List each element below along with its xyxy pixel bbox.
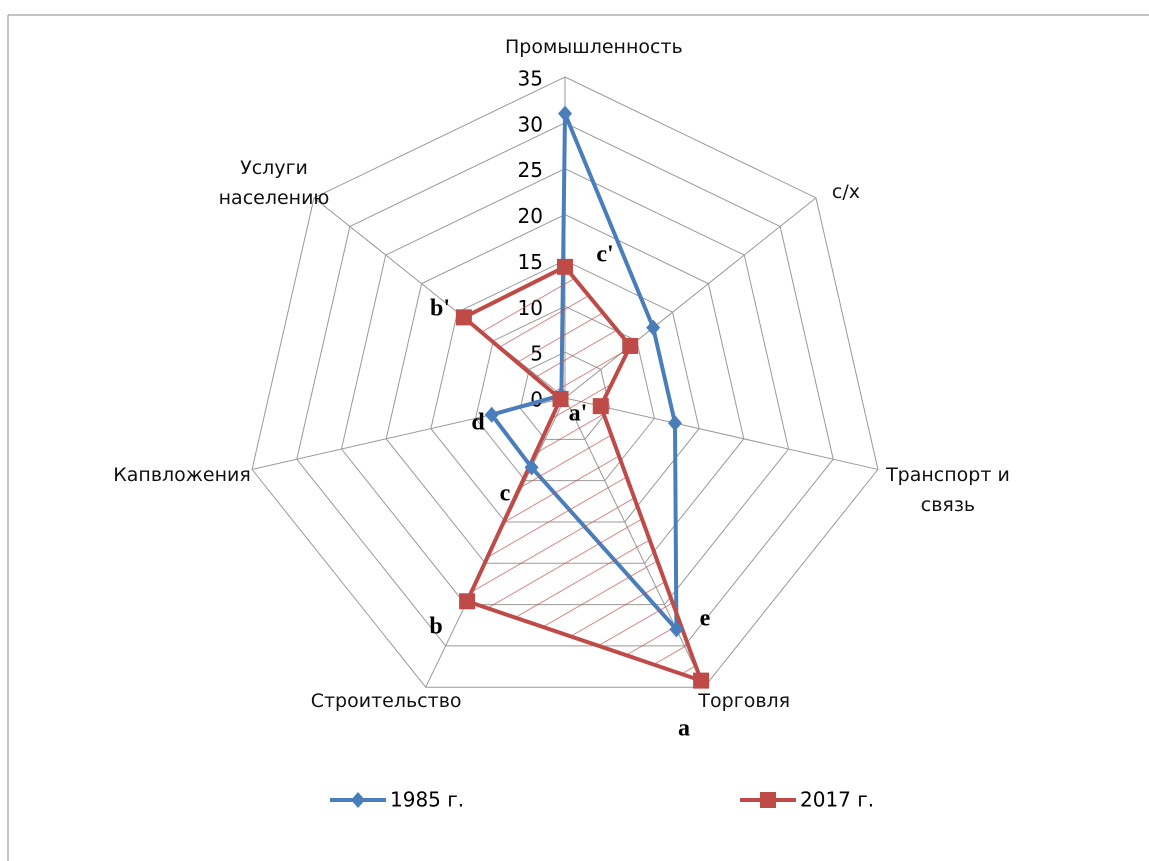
spoke xyxy=(564,397,879,470)
marker xyxy=(646,319,661,336)
hatch-area xyxy=(463,266,702,681)
y-tick-label: 25 xyxy=(518,158,543,182)
legend-label: 2017 г. xyxy=(800,788,874,812)
category-label: Транспорт и связь xyxy=(886,464,1010,517)
marker xyxy=(667,415,682,432)
marker xyxy=(622,337,639,354)
marker xyxy=(484,406,499,423)
marker xyxy=(558,105,572,122)
marker xyxy=(459,593,476,610)
annotation: b' xyxy=(430,296,450,322)
annotation: a' xyxy=(569,401,588,427)
category-label: Торговля xyxy=(698,690,791,713)
annotation: e xyxy=(700,606,711,632)
annotation: c xyxy=(500,481,511,507)
marker xyxy=(592,398,609,415)
marker xyxy=(557,258,573,275)
annotation: a xyxy=(678,716,690,742)
marker xyxy=(693,672,710,689)
category-label: Капвложения xyxy=(113,464,251,487)
y-tick-label: 35 xyxy=(518,67,543,91)
category-label: Промышленность xyxy=(505,36,683,58)
y-tick-label: 0 xyxy=(530,388,543,412)
legend-marker xyxy=(760,792,776,808)
y-tick-label: 15 xyxy=(518,250,543,274)
category-label: Услуги населению xyxy=(218,156,330,209)
legend-marker xyxy=(351,792,365,808)
y-tick-label: 20 xyxy=(518,204,543,228)
legend-label: 1985 г. xyxy=(390,788,464,812)
grid-ring xyxy=(296,122,834,647)
marker xyxy=(669,621,684,638)
marker xyxy=(552,391,569,408)
marker xyxy=(524,459,539,476)
annotation: b xyxy=(429,614,442,640)
grid-ring xyxy=(251,76,879,688)
y-tick-label: 30 xyxy=(518,112,543,136)
annotation: d xyxy=(471,410,485,436)
annotation: c' xyxy=(596,242,613,268)
category-label: Строительство xyxy=(310,690,462,713)
series-line xyxy=(461,264,704,683)
category-label: с/х xyxy=(831,180,860,203)
marker xyxy=(455,309,472,326)
